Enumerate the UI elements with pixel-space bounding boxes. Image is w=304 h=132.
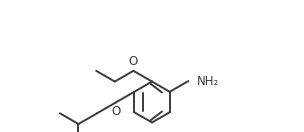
Text: O: O bbox=[111, 105, 120, 118]
Text: O: O bbox=[129, 55, 138, 68]
Text: NH₂: NH₂ bbox=[197, 75, 219, 88]
